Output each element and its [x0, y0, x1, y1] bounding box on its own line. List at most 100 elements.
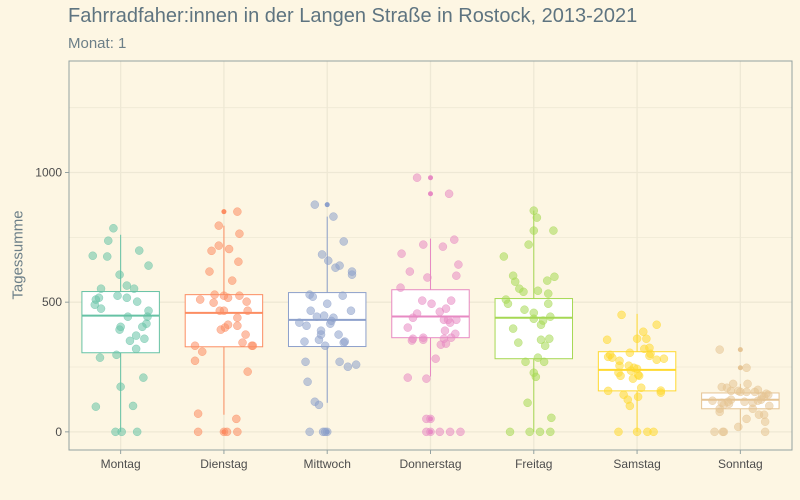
data-point — [247, 341, 257, 350]
data-point — [652, 355, 661, 365]
data-point — [533, 353, 543, 362]
data-point — [642, 334, 651, 343]
data-point — [652, 320, 661, 329]
data-point — [88, 251, 98, 261]
data-point — [132, 427, 142, 437]
data-point — [452, 315, 461, 325]
data-point — [117, 427, 126, 437]
data-point — [542, 276, 552, 285]
data-point — [628, 374, 638, 383]
data-point — [454, 260, 463, 269]
x-tick-label: Freitag — [515, 457, 552, 471]
data-point — [615, 361, 624, 370]
data-point — [403, 373, 413, 382]
data-point — [726, 386, 736, 396]
data-point — [531, 372, 541, 382]
data-point — [90, 300, 100, 310]
data-point — [205, 267, 214, 276]
chart-title: Fahrradfaher:innen in der Langen Straße … — [68, 5, 638, 27]
data-point — [419, 240, 428, 249]
data-point — [645, 351, 654, 361]
data-point — [499, 252, 509, 261]
data-point — [91, 402, 101, 411]
outlier-point — [737, 347, 743, 353]
data-point — [238, 338, 247, 347]
data-point — [322, 427, 332, 437]
data-point — [427, 299, 436, 308]
data-point — [308, 292, 318, 301]
data-point — [549, 226, 558, 235]
data-point — [214, 221, 224, 230]
data-point — [546, 427, 555, 437]
data-point — [602, 335, 612, 345]
data-point — [422, 374, 431, 383]
data-point — [235, 291, 244, 300]
y-tick-label: 500 — [42, 295, 62, 309]
data-point — [243, 367, 252, 376]
data-point — [603, 386, 613, 396]
data-point — [626, 366, 636, 375]
data-point — [144, 261, 153, 270]
data-point — [223, 293, 233, 303]
data-point — [320, 341, 330, 350]
data-point — [131, 331, 141, 340]
data-point — [639, 327, 648, 336]
data-point — [431, 354, 440, 363]
data-point — [505, 427, 515, 437]
data-point — [347, 270, 357, 279]
boxplot-dienstag — [184, 209, 264, 435]
data-point — [233, 321, 242, 331]
data-point — [343, 362, 353, 372]
chart-subtitle: Monat: 1 — [68, 35, 127, 52]
data-point — [207, 246, 216, 256]
data-point — [444, 189, 454, 199]
data-point — [656, 386, 666, 395]
data-point — [96, 304, 106, 313]
box — [494, 298, 574, 360]
data-point — [503, 299, 513, 308]
data-point — [140, 334, 149, 343]
data-point — [214, 241, 224, 250]
data-point — [334, 330, 343, 339]
data-point — [529, 226, 539, 235]
data-point — [633, 392, 643, 402]
data-point — [632, 427, 642, 437]
data-point — [708, 396, 717, 405]
data-point — [632, 334, 642, 343]
data-point — [195, 295, 205, 304]
data-point — [508, 324, 518, 333]
data-point — [536, 335, 546, 345]
data-point — [103, 236, 113, 245]
x-tick-label: Donnerstag — [399, 457, 461, 471]
data-point — [306, 306, 315, 315]
data-point — [715, 407, 724, 417]
data-point — [514, 338, 523, 347]
data-point — [335, 357, 344, 367]
data-point — [438, 242, 448, 251]
data-point — [109, 224, 118, 233]
data-point — [209, 298, 218, 307]
data-point — [408, 313, 418, 322]
data-point — [734, 422, 743, 432]
data-point — [233, 427, 242, 437]
data-point — [441, 339, 451, 348]
data-point — [351, 360, 361, 369]
data-point — [113, 291, 122, 300]
data-point — [760, 417, 770, 426]
data-point — [193, 409, 203, 418]
data-point — [219, 306, 229, 315]
data-point — [550, 272, 559, 282]
data-point — [529, 206, 539, 215]
data-point — [302, 321, 311, 331]
data-point — [131, 344, 141, 354]
data-point — [750, 387, 760, 397]
data-point — [625, 348, 635, 357]
data-point — [233, 207, 242, 216]
data-point — [659, 354, 669, 363]
data-point — [417, 296, 427, 305]
data-point — [545, 334, 554, 343]
x-axis: Montag Dienstag Mittwoch Donnerstag Freitag S… — [101, 450, 763, 471]
data-point — [446, 296, 456, 305]
data-point — [426, 414, 435, 424]
